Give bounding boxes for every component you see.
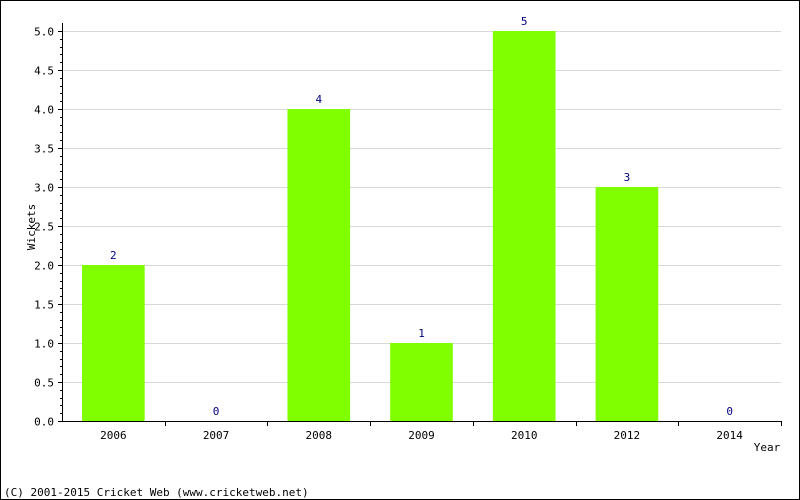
y-tick-label: 1.0 — [34, 338, 54, 351]
x-tick-label: 2006 — [100, 429, 127, 442]
x-tick-label: 2009 — [408, 429, 435, 442]
x-tick-label: 2012 — [614, 429, 641, 442]
data-label-2010: 5 — [521, 15, 528, 28]
x-tick-label: 2014 — [716, 429, 743, 442]
bar-2012 — [595, 187, 659, 421]
data-label-2007: 0 — [213, 405, 220, 418]
bar-2008 — [287, 109, 351, 421]
y-tick-label: 2.5 — [34, 221, 54, 234]
data-label-2006: 2 — [110, 249, 117, 262]
y-tick-label: 0.0 — [34, 416, 54, 429]
y-tick-label: 1.5 — [34, 299, 54, 312]
y-tick-label: 3.0 — [34, 182, 54, 195]
x-tick-label: 2007 — [203, 429, 230, 442]
data-label-2009: 1 — [418, 327, 425, 340]
y-tick-label: 2.0 — [34, 260, 54, 273]
y-tick-label: 4.5 — [34, 65, 54, 78]
x-axis-title: Year — [754, 441, 781, 454]
y-tick-label: 0.5 — [34, 377, 54, 390]
x-tick-labels: 2006 2007 2008 2009 2010 2012 2014 — [100, 429, 743, 442]
x-tick-label: 2010 — [511, 429, 538, 442]
bar-2006 — [82, 265, 145, 421]
bar-2010 — [492, 31, 556, 421]
data-label-2008: 4 — [315, 93, 322, 106]
data-labels: 2 0 4 1 5 3 0 — [110, 15, 733, 418]
axes — [58, 23, 782, 426]
y-axis-title: Wickets — [25, 204, 38, 250]
y-tick-label: 4.0 — [34, 104, 54, 117]
x-tick-label: 2008 — [306, 429, 333, 442]
data-label-2012: 3 — [624, 171, 631, 184]
grid-lines — [62, 31, 781, 383]
y-tick-labels: 0.0 0.5 1.0 1.5 2.0 2.5 3.0 3.5 4.0 4.5 5.0 — [34, 26, 54, 429]
bar-2009 — [390, 343, 453, 421]
copyright-text: (C) 2001-2015 Cricket Web (www.cricketwe… — [4, 486, 309, 499]
y-tick-label: 5.0 — [34, 26, 54, 39]
data-label-2014: 0 — [726, 405, 733, 418]
y-tick-label: 3.5 — [34, 143, 54, 156]
bars — [82, 31, 659, 421]
